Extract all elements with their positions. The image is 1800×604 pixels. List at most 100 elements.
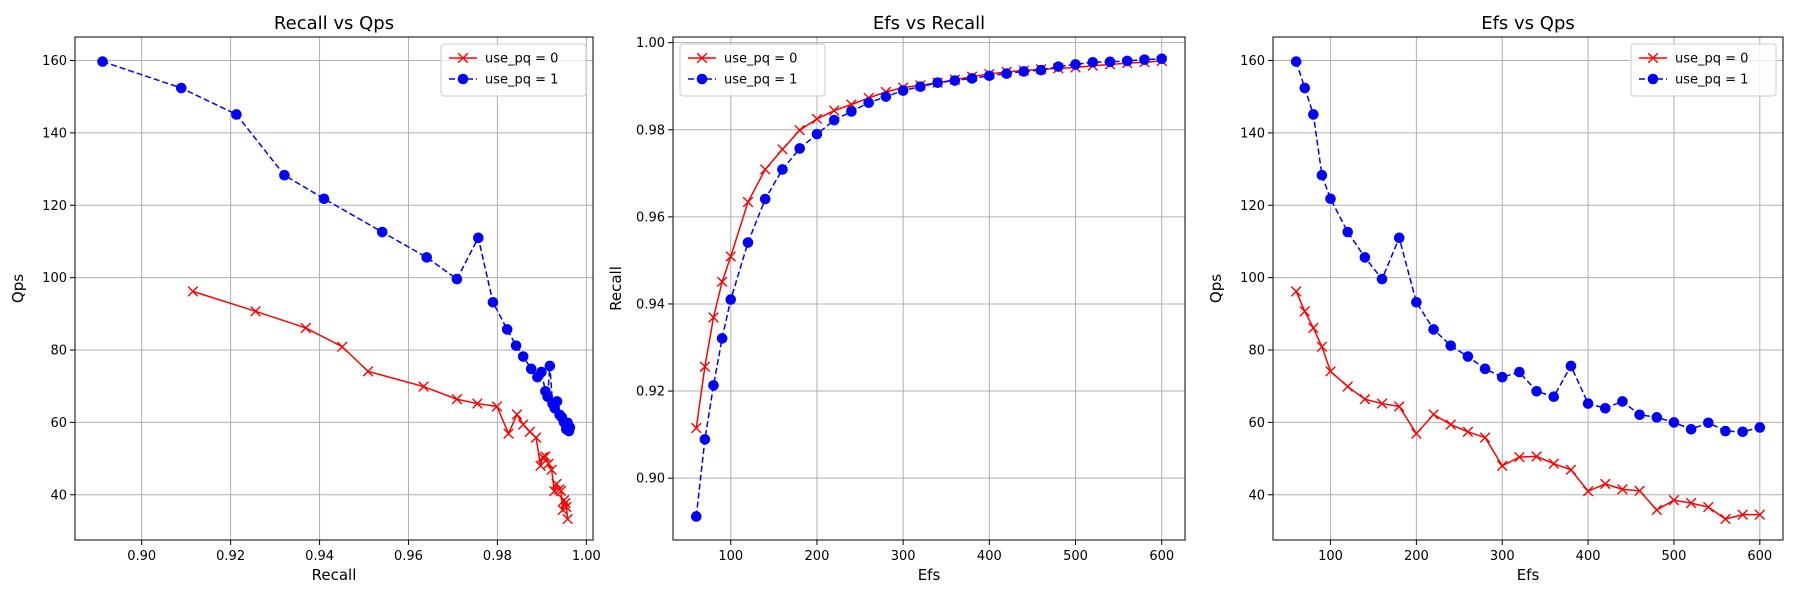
x-tick-label: 200 bbox=[805, 549, 830, 564]
data-point bbox=[487, 296, 499, 308]
y-tick-label: 0.96 bbox=[636, 210, 665, 225]
data-point bbox=[690, 511, 702, 522]
data-point bbox=[1651, 504, 1663, 516]
data-point bbox=[1737, 509, 1748, 520]
data-point bbox=[525, 363, 537, 375]
y-tick-label: 100 bbox=[42, 271, 67, 286]
y-tick-label: 40 bbox=[50, 488, 67, 503]
data-point bbox=[451, 273, 463, 285]
data-point bbox=[1514, 451, 1525, 463]
data-point bbox=[759, 193, 771, 205]
data-point bbox=[1001, 68, 1012, 79]
y-tick-label: 40 bbox=[1248, 488, 1265, 503]
data-point bbox=[1411, 296, 1422, 308]
data-point bbox=[1531, 451, 1542, 462]
data-point bbox=[1754, 509, 1766, 520]
chart-2: 100 200 300 400 500 600 0.90 0.92 0.94 0.96 0.98 1.… bbox=[607, 13, 1186, 584]
x-tick-label: 0.98 bbox=[483, 549, 512, 564]
data-point bbox=[1087, 56, 1099, 68]
data-point bbox=[543, 458, 554, 469]
data-point bbox=[544, 360, 556, 372]
data-point bbox=[560, 497, 571, 509]
series-line-2 bbox=[1295, 61, 1761, 433]
data-point bbox=[1104, 56, 1116, 68]
data-point bbox=[777, 144, 788, 155]
y-axis-label: Qps bbox=[1207, 274, 1225, 303]
data-point bbox=[1035, 64, 1047, 76]
data-point bbox=[555, 485, 567, 497]
legend-marker bbox=[696, 52, 708, 64]
data-point bbox=[1703, 501, 1714, 513]
y-tick-label: 60 bbox=[1248, 416, 1265, 431]
series-line-2 bbox=[102, 60, 571, 433]
data-point bbox=[421, 252, 433, 263]
x-tick-label: 0.92 bbox=[216, 549, 245, 564]
legend-box bbox=[1630, 43, 1777, 97]
data-point bbox=[1411, 428, 1422, 439]
data-point bbox=[708, 380, 719, 391]
axes-frame bbox=[74, 36, 594, 541]
legend: use_pq = 0 use_pq = 1 bbox=[679, 43, 826, 97]
data-point bbox=[540, 451, 551, 462]
y-axis-label: Qps bbox=[9, 274, 27, 303]
data-point bbox=[1462, 351, 1474, 362]
data-point bbox=[915, 81, 926, 92]
data-point bbox=[811, 113, 823, 125]
data-point bbox=[511, 409, 523, 420]
y-tick-label: 0.92 bbox=[636, 385, 665, 400]
data-point bbox=[535, 460, 546, 472]
legend-label: use_pq = 1 bbox=[485, 73, 558, 88]
data-point bbox=[1582, 398, 1594, 409]
data-point bbox=[1479, 432, 1491, 443]
data-point bbox=[562, 513, 573, 525]
data-point bbox=[1393, 232, 1405, 244]
data-point bbox=[1299, 82, 1311, 94]
x-tick-label: 200 bbox=[1404, 549, 1429, 564]
data-point bbox=[551, 396, 563, 407]
data-point bbox=[503, 428, 514, 439]
x-axis-label: Efs bbox=[1517, 566, 1540, 584]
data-point bbox=[1737, 426, 1748, 438]
chart-3: 100 200 300 400 500 600 40 60 80 100 120 140 160 Efs … bbox=[1207, 13, 1784, 584]
data-point bbox=[564, 422, 576, 433]
legend-marker bbox=[457, 52, 469, 64]
data-point bbox=[699, 361, 711, 372]
data-point bbox=[1316, 169, 1328, 181]
data-point bbox=[1634, 409, 1645, 421]
data-point bbox=[501, 324, 513, 335]
data-point bbox=[699, 434, 711, 445]
data-point bbox=[558, 494, 570, 506]
series-line-2 bbox=[695, 58, 1162, 517]
x-axis-label: Efs bbox=[918, 566, 941, 584]
legend-marker bbox=[1647, 73, 1659, 85]
data-point bbox=[376, 226, 388, 238]
y-tick-label: 0.94 bbox=[636, 297, 665, 312]
x-tick-label: 0.90 bbox=[127, 549, 156, 564]
y-tick-label: 120 bbox=[1240, 199, 1265, 214]
data-point bbox=[1316, 341, 1328, 353]
data-point bbox=[1565, 360, 1577, 372]
data-point bbox=[1359, 393, 1371, 405]
data-point bbox=[1617, 484, 1628, 495]
x-tick-label: 0.96 bbox=[394, 549, 423, 564]
x-tick-label: 0.94 bbox=[305, 549, 334, 564]
data-point bbox=[811, 128, 823, 140]
data-point bbox=[846, 106, 857, 117]
data-point bbox=[1617, 396, 1628, 407]
data-point bbox=[546, 464, 557, 476]
data-point bbox=[708, 312, 719, 323]
data-point bbox=[1720, 425, 1731, 437]
data-point bbox=[336, 341, 348, 353]
data-point bbox=[716, 333, 728, 344]
data-point bbox=[1531, 385, 1542, 397]
legend-box bbox=[679, 43, 826, 97]
x-tick-label: 100 bbox=[1318, 549, 1343, 564]
data-point bbox=[1376, 398, 1388, 409]
data-point bbox=[279, 169, 290, 181]
data-point bbox=[1376, 273, 1388, 285]
data-point bbox=[1052, 61, 1064, 72]
data-point bbox=[1548, 391, 1560, 402]
data-point bbox=[1514, 366, 1525, 378]
data-point bbox=[250, 306, 261, 317]
data-point bbox=[530, 432, 542, 443]
